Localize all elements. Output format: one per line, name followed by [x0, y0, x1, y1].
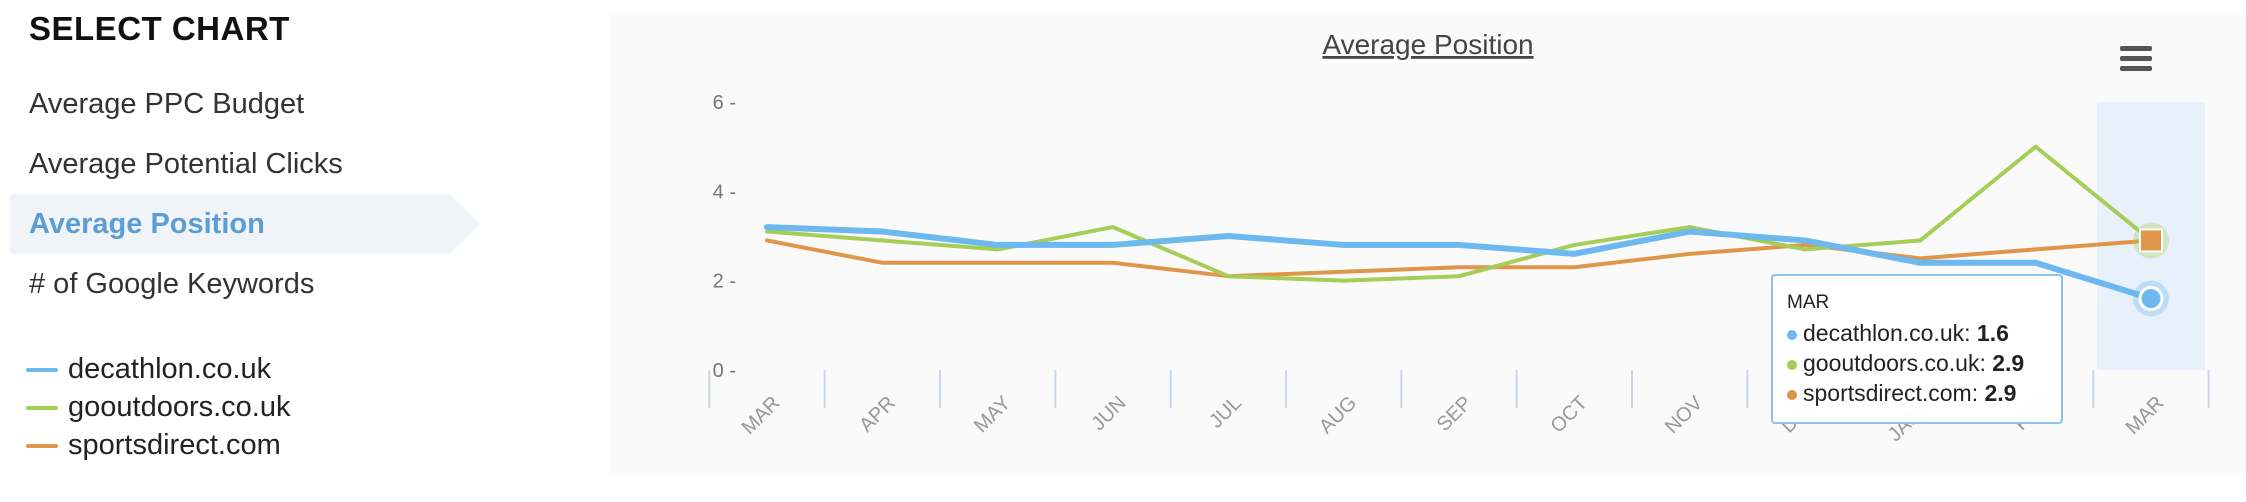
- chart-title: Average Position: [1322, 29, 1533, 60]
- tooltip-label: sportsdirect.com:: [1803, 380, 1985, 406]
- x-tick-label: AUG: [1315, 392, 1361, 438]
- legend-item-decathlon[interactable]: decathlon.co.uk: [26, 350, 290, 388]
- legend-label: gooutdoors.co.uk: [68, 391, 291, 423]
- tooltip-row-decathlon: decathlon.co.uk: 1.6: [1787, 318, 2047, 348]
- y-tick-label: 2 -: [713, 271, 736, 293]
- chart-tooltip: MAR decathlon.co.uk: 1.6 gooutdoors.co.u…: [1771, 274, 2063, 424]
- tooltip-row-gooutdoors: gooutdoors.co.uk: 2.9: [1787, 348, 2047, 378]
- line-chart: Average Position 0 - 2 - 4 - 6 - MAR APR MAY JUN…: [708, 29, 2210, 446]
- legend: decathlon.co.uk gooutdoors.co.uk sportsd…: [26, 350, 290, 464]
- marker-decathlon: [2138, 286, 2164, 312]
- y-tick-label: 0 -: [713, 360, 736, 382]
- x-tick-label: MAY: [970, 392, 1015, 437]
- x-tick-label: SEP: [1433, 392, 1477, 436]
- y-tick-label: 4 -: [713, 181, 736, 203]
- sidebar-title: SELECT CHART: [29, 10, 290, 47]
- tooltip-value: 2.9: [1992, 350, 2025, 376]
- x-tick-label: MAR: [2122, 392, 2169, 439]
- x-tick-label: APR: [855, 392, 900, 437]
- legend-label: decathlon.co.uk: [68, 353, 272, 385]
- series-line-decathlon-co-uk: [764, 224, 2154, 302]
- tooltip-label: gooutdoors.co.uk:: [1803, 350, 1993, 376]
- legend-item-gooutdoors[interactable]: gooutdoors.co.uk: [26, 388, 290, 426]
- menu-item-average-position[interactable]: Average Position: [10, 194, 480, 254]
- tooltip-label: decathlon.co.uk:: [1803, 320, 1977, 346]
- legend-item-sportsdirect[interactable]: sportsdirect.com: [26, 426, 290, 464]
- tooltip-row-sportsdirect: sportsdirect.com: 2.9: [1787, 378, 2047, 408]
- legend-swatch: [26, 444, 58, 448]
- tooltip-value: 1.6: [1976, 320, 2009, 346]
- tooltip-dot: [1787, 389, 1797, 400]
- x-tick-label: OCT: [1546, 392, 1591, 437]
- tooltip-value: 2.9: [1984, 380, 2017, 406]
- x-tick-label: NOV: [1661, 392, 1708, 439]
- tooltip-dot: [1787, 329, 1797, 340]
- chart-selector-sidebar: SELECT CHART Average PPC Budget Average …: [0, 0, 480, 502]
- hamburger-menu-icon[interactable]: [2106, 34, 2162, 84]
- legend-swatch: [26, 406, 58, 410]
- marker-sportsdirect: [2139, 228, 2163, 253]
- menu-item-google-keywords[interactable]: # of Google Keywords: [29, 268, 315, 300]
- legend-swatch: [26, 368, 58, 372]
- tooltip-title: MAR: [1787, 292, 1830, 313]
- x-tick-label: JUL: [1205, 392, 1246, 433]
- legend-label: sportsdirect.com: [68, 429, 281, 461]
- y-tick-label: 6 -: [713, 92, 736, 114]
- series-line-gooutdoors-co-uk: [765, 144, 2153, 283]
- series-line-sportsdirect-com: [765, 238, 2153, 279]
- menu-item-average-potential-clicks[interactable]: Average Potential Clicks: [29, 148, 343, 180]
- x-tick-label: JUN: [1087, 392, 1130, 435]
- menu-item-average-ppc-budget[interactable]: Average PPC Budget: [29, 88, 305, 120]
- x-tick-label: MAR: [738, 392, 785, 439]
- tooltip-dot: [1787, 359, 1797, 370]
